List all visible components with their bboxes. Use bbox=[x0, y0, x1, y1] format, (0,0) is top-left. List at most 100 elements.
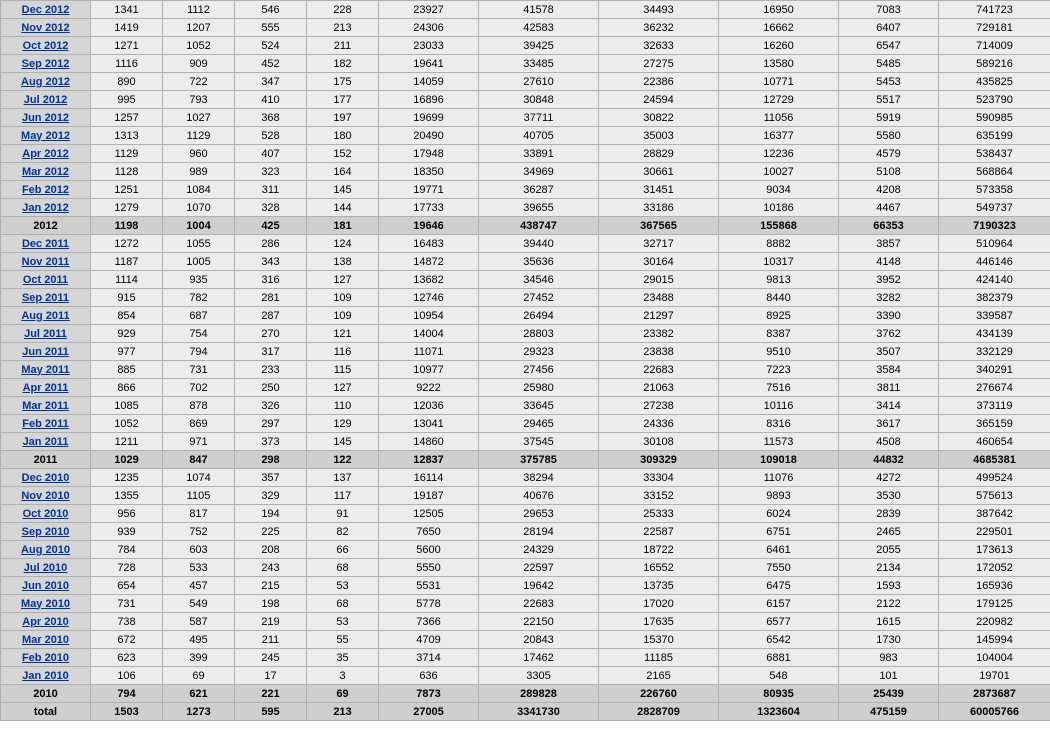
month-link[interactable]: Mar 2010 bbox=[22, 634, 69, 646]
month-label[interactable]: Jun 2012 bbox=[1, 109, 91, 127]
month-label[interactable]: Jan 2012 bbox=[1, 199, 91, 217]
month-link[interactable]: Nov 2011 bbox=[22, 256, 70, 268]
month-link[interactable]: Jul 2011 bbox=[24, 328, 67, 340]
month-label[interactable]: Feb 2010 bbox=[1, 649, 91, 667]
month-label[interactable]: Apr 2010 bbox=[1, 613, 91, 631]
year-label: 2012 bbox=[1, 217, 91, 235]
month-label[interactable]: Dec 2011 bbox=[1, 235, 91, 253]
cell: 782 bbox=[163, 289, 235, 307]
month-link[interactable]: Feb 2011 bbox=[22, 418, 68, 430]
month-link[interactable]: Jun 2010 bbox=[22, 580, 69, 592]
month-label[interactable]: Feb 2012 bbox=[1, 181, 91, 199]
month-link[interactable]: Jun 2011 bbox=[22, 346, 68, 358]
month-link[interactable]: May 2010 bbox=[21, 598, 70, 610]
month-link[interactable]: Oct 2011 bbox=[23, 274, 68, 286]
month-link[interactable]: Oct 2012 bbox=[23, 40, 69, 52]
month-label[interactable]: Nov 2011 bbox=[1, 253, 91, 271]
month-label[interactable]: Jan 2010 bbox=[1, 667, 91, 685]
month-label[interactable]: Aug 2012 bbox=[1, 73, 91, 91]
month-label[interactable]: Mar 2012 bbox=[1, 163, 91, 181]
month-label[interactable]: Dec 2010 bbox=[1, 469, 91, 487]
cell: 1271 bbox=[91, 37, 163, 55]
month-label[interactable]: Apr 2011 bbox=[1, 379, 91, 397]
month-link[interactable]: Jan 2010 bbox=[22, 670, 68, 682]
month-link[interactable]: Jul 2012 bbox=[24, 94, 67, 106]
month-link[interactable]: Nov 2012 bbox=[21, 22, 69, 34]
month-link[interactable]: Sep 2010 bbox=[22, 526, 70, 538]
cell: 23033 bbox=[379, 37, 479, 55]
month-link[interactable]: Feb 2012 bbox=[22, 184, 69, 196]
cell: 152 bbox=[307, 145, 379, 163]
month-label[interactable]: Jul 2012 bbox=[1, 91, 91, 109]
month-link[interactable]: Jan 2012 bbox=[22, 202, 68, 214]
month-link[interactable]: Aug 2011 bbox=[21, 310, 69, 322]
month-label[interactable]: May 2012 bbox=[1, 127, 91, 145]
month-label[interactable]: Mar 2010 bbox=[1, 631, 91, 649]
table-row: Dec 201112721055286124164833944032717888… bbox=[1, 235, 1050, 253]
cell: 28829 bbox=[599, 145, 719, 163]
month-label[interactable]: May 2011 bbox=[1, 361, 91, 379]
month-label[interactable]: Aug 2011 bbox=[1, 307, 91, 325]
month-link[interactable]: Mar 2011 bbox=[22, 400, 68, 412]
month-link[interactable]: Aug 2012 bbox=[21, 76, 70, 88]
cell: 14059 bbox=[379, 73, 479, 91]
cell: 1251 bbox=[91, 181, 163, 199]
month-link[interactable]: Jan 2011 bbox=[23, 436, 69, 448]
cell: 32717 bbox=[599, 235, 719, 253]
month-label[interactable]: Aug 2010 bbox=[1, 541, 91, 559]
month-label[interactable]: Sep 2011 bbox=[1, 289, 91, 307]
cell: 16950 bbox=[719, 1, 839, 19]
month-link[interactable]: Dec 2010 bbox=[22, 472, 70, 484]
month-label[interactable]: Dec 2012 bbox=[1, 1, 91, 19]
cell: 3952 bbox=[839, 271, 939, 289]
month-link[interactable]: Sep 2011 bbox=[22, 292, 69, 304]
month-link[interactable]: Dec 2011 bbox=[22, 238, 69, 250]
cell: 22683 bbox=[479, 595, 599, 613]
month-link[interactable]: Dec 2012 bbox=[22, 4, 70, 16]
month-label[interactable]: Jan 2011 bbox=[1, 433, 91, 451]
cell: 5550 bbox=[379, 559, 479, 577]
cell: 164 bbox=[307, 163, 379, 181]
cell: 22386 bbox=[599, 73, 719, 91]
month-label[interactable]: Oct 2012 bbox=[1, 37, 91, 55]
month-link[interactable]: Sep 2012 bbox=[22, 58, 70, 70]
month-link[interactable]: Apr 2011 bbox=[23, 382, 69, 394]
month-label[interactable]: Jun 2011 bbox=[1, 343, 91, 361]
cell: 7650 bbox=[379, 523, 479, 541]
month-label[interactable]: Apr 2012 bbox=[1, 145, 91, 163]
month-link[interactable]: Feb 2010 bbox=[22, 652, 69, 664]
month-label[interactable]: Jul 2010 bbox=[1, 559, 91, 577]
month-label[interactable]: Sep 2010 bbox=[1, 523, 91, 541]
cell: 21297 bbox=[599, 307, 719, 325]
month-link[interactable]: Apr 2010 bbox=[22, 616, 68, 628]
month-label[interactable]: Nov 2012 bbox=[1, 19, 91, 37]
cell: 24306 bbox=[379, 19, 479, 37]
month-link[interactable]: Oct 2010 bbox=[23, 508, 69, 520]
cell: 510964 bbox=[939, 235, 1050, 253]
month-label[interactable]: Jul 2011 bbox=[1, 325, 91, 343]
month-link[interactable]: Aug 2010 bbox=[21, 544, 70, 556]
month-label[interactable]: Feb 2011 bbox=[1, 415, 91, 433]
month-link[interactable]: May 2012 bbox=[21, 130, 70, 142]
cell: 5919 bbox=[839, 109, 939, 127]
month-label[interactable]: Nov 2010 bbox=[1, 487, 91, 505]
month-link[interactable]: Mar 2012 bbox=[22, 166, 69, 178]
month-label[interactable]: Mar 2011 bbox=[1, 397, 91, 415]
month-link[interactable]: Jul 2010 bbox=[24, 562, 67, 574]
month-label[interactable]: Oct 2011 bbox=[1, 271, 91, 289]
month-label[interactable]: May 2010 bbox=[1, 595, 91, 613]
month-link[interactable]: Apr 2012 bbox=[22, 148, 68, 160]
month-link[interactable]: May 2011 bbox=[21, 364, 69, 376]
cell: 3530 bbox=[839, 487, 939, 505]
cell: 144 bbox=[307, 199, 379, 217]
month-label[interactable]: Sep 2012 bbox=[1, 55, 91, 73]
cell: 109 bbox=[307, 289, 379, 307]
month-link[interactable]: Nov 2010 bbox=[21, 490, 69, 502]
month-link[interactable]: Jun 2012 bbox=[22, 112, 69, 124]
cell: 27275 bbox=[599, 55, 719, 73]
month-label[interactable]: Oct 2010 bbox=[1, 505, 91, 523]
cell: 869 bbox=[163, 415, 235, 433]
month-label[interactable]: Jun 2010 bbox=[1, 577, 91, 595]
cell: 12729 bbox=[719, 91, 839, 109]
cell: 1419 bbox=[91, 19, 163, 37]
